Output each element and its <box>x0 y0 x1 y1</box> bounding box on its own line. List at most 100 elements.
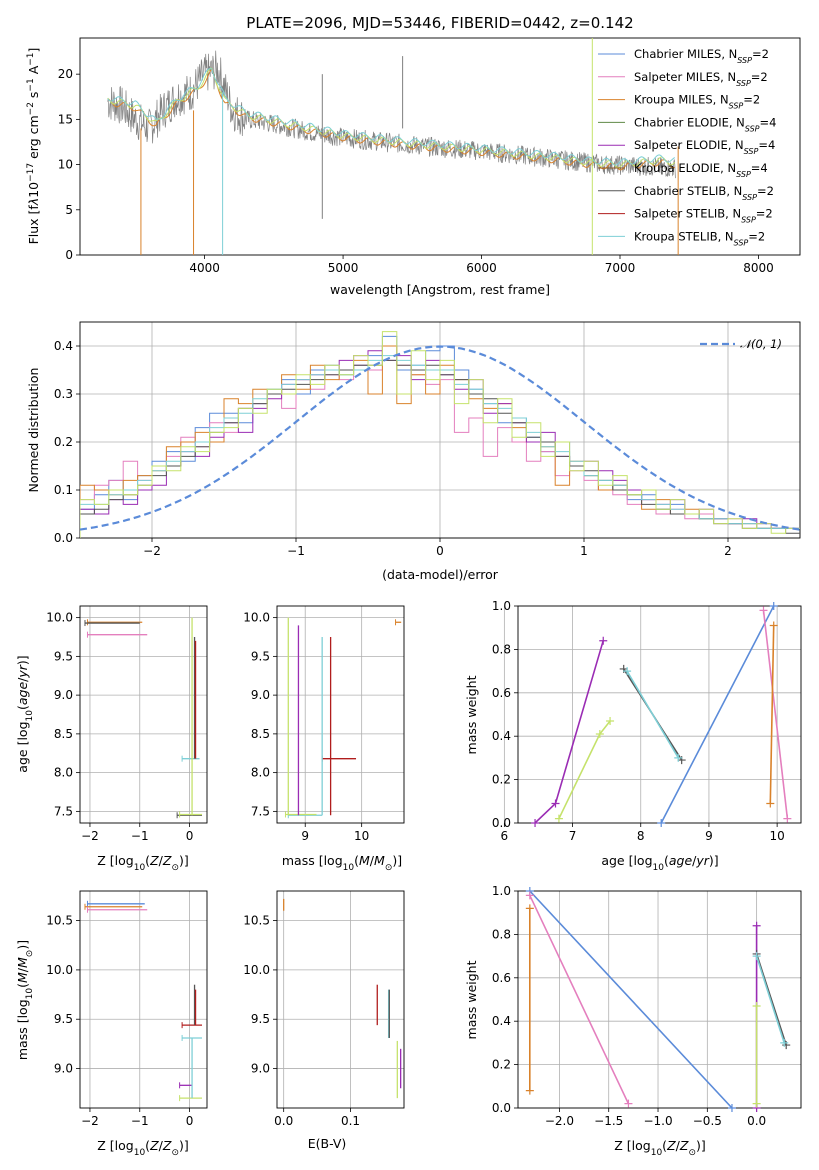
x-tick-label: −0.5 <box>693 1114 722 1128</box>
weight-line <box>529 894 630 1105</box>
legend-entry: Salpeter STELIB, NSSP=2 <box>634 207 773 225</box>
mass-vs-EBV-grid <box>277 891 404 1108</box>
weight-line <box>529 891 733 1108</box>
x-tick-label: −1.5 <box>594 1114 623 1128</box>
weight-marker <box>727 1104 736 1112</box>
mass-vs-EBV-plot-area <box>283 898 402 1099</box>
weight-line <box>660 606 775 823</box>
model-spectrum <box>107 67 676 169</box>
weight-marker <box>769 621 778 630</box>
residual-histogram-panel: Normed distribution (data-model)/error −… <box>26 321 801 582</box>
age-vs-Z-axes: −2 −1 0 7.5 8.0 8.5 9.0 9.5 10.0 <box>46 605 208 843</box>
weight-marker <box>769 602 778 610</box>
x-tick-label: 7000 <box>605 261 636 275</box>
weight-marker <box>606 717 615 726</box>
x-tick-label: 0.0 <box>747 1114 766 1128</box>
x-tick-label: 5000 <box>328 261 359 275</box>
x-tick-label: 0 <box>186 1114 194 1128</box>
age-vs-mass-plot-area <box>284 617 402 819</box>
x-tick-label: 9 <box>705 829 713 843</box>
y-tick-label: 9.0 <box>251 688 270 702</box>
y-tick-label: 1.0 <box>492 884 511 898</box>
histogram-series <box>80 331 800 538</box>
weight-vs-metallicity-panel: mass weight Z [log10(Z/Z⊙)] −2.0 −1.5 −1.0… <box>464 884 802 1158</box>
y-tick-label: 0.8 <box>492 927 511 941</box>
weight-marker <box>525 904 534 913</box>
x-tick-label: 7 <box>569 829 577 843</box>
mass-vs-reddening-panel: E(B-V) 0.0 0.1 9.0 9.5 10.0 10.5 <box>243 890 405 1151</box>
y-tick-label: 5 <box>65 203 73 217</box>
weight-marker <box>525 1086 534 1095</box>
weight-vs-Z-frame <box>517 890 802 1109</box>
y-tick-label: 0.3 <box>54 387 73 401</box>
weight-marker <box>780 1038 789 1047</box>
x-tick-label: 6000 <box>466 261 497 275</box>
y-tick-label: 0.2 <box>492 1058 511 1072</box>
histogram-xlabel: (data-model)/error <box>382 567 499 582</box>
spectrum-frame <box>79 37 801 256</box>
weight-marker <box>752 1099 761 1108</box>
y-tick-label: 20 <box>58 67 73 81</box>
x-tick-label: 4000 <box>189 261 220 275</box>
y-tick-label: 10.5 <box>46 914 73 928</box>
x-tick-label: 8000 <box>743 261 774 275</box>
y-tick-label: 9.5 <box>251 649 270 663</box>
y-tick-label: 1.0 <box>492 599 511 613</box>
legend-entry: Salpeter ELODIE, NSSP=4 <box>634 138 775 156</box>
spectrum-xlabel: wavelength [Angstrom, rest frame] <box>330 282 550 297</box>
y-tick-label: 7.5 <box>251 804 270 818</box>
y-tick-label: 0.8 <box>492 642 511 656</box>
y-tick-label: 0.2 <box>54 435 73 449</box>
x-tick-label: 8 <box>637 829 645 843</box>
weight-marker <box>657 819 666 827</box>
residuals-frame <box>79 321 801 539</box>
spectrum-legend: Chabrier MILES, NSSP=2 Salpeter MILES, NS… <box>598 47 776 247</box>
x-tick-label: 0.0 <box>274 1114 293 1128</box>
x-tick-label: 10 <box>354 829 369 843</box>
weight-marker <box>623 667 632 676</box>
y-tick-label: 15 <box>58 112 73 126</box>
legend-entry: Chabrier STELIB, NSSP=2 <box>634 184 774 202</box>
y-tick-label: 9.0 <box>251 1062 270 1076</box>
y-tick-label: 8.0 <box>251 766 270 780</box>
weight-marker <box>783 814 792 823</box>
x-tick-label: −1 <box>131 829 149 843</box>
legend-entry: Chabrier MILES, NSSP=2 <box>634 47 769 65</box>
y-tick-label: 10 <box>58 158 73 172</box>
weight-marker <box>551 799 560 808</box>
y-tick-label: 0.0 <box>54 531 73 545</box>
y-tick-label: 7.5 <box>54 804 73 818</box>
weight-vs-age-panel: mass weight age [log10(age/yr)] 6 7 8 9 100.… <box>464 599 802 873</box>
x-tick-label: 1 <box>580 544 588 558</box>
age-vs-mass-axes: 9 10 7.5 8.0 8.5 9.0 9.5 10.0 <box>243 605 405 843</box>
weight-marker <box>752 952 761 961</box>
weight-marker <box>595 730 604 739</box>
mass-EBV-xlabel: E(B-V) <box>308 1136 347 1151</box>
y-tick-label: 9.0 <box>54 1062 73 1076</box>
mass-vs-Z-plot-area <box>84 900 203 1102</box>
legend-entry: Kroupa ELODIE, NSSP=4 <box>634 161 768 179</box>
histogram-ylabel: Normed distribution <box>26 368 41 493</box>
legend-entry: Chabrier ELODIE, NSSP=4 <box>634 115 776 132</box>
weight-vs-Z-series <box>529 891 787 1108</box>
y-tick-label: 0.0 <box>492 816 511 830</box>
x-tick-label: −1 <box>131 1114 149 1128</box>
legend-entry: 𝒩(0, 1) <box>740 337 782 351</box>
y-tick-label: 9.5 <box>251 1012 270 1026</box>
spectrum-panel: Flux [fλ10−17 erg cm−2 s−1 A−1] waveleng… <box>26 37 801 297</box>
weight-vs-Z-axes: −2.0 −1.5 −1.0 −0.5 0.0 0.0 0.2 0.4 0.6 0.8 1.0 <box>492 884 802 1128</box>
x-tick-label: −2 <box>81 829 99 843</box>
y-tick-label: 0 <box>65 248 73 262</box>
mass-vs-Z-frame <box>79 890 208 1109</box>
figure-title: PLATE=2096, MJD=53446, FIBERID=0442, z=0… <box>246 14 633 32</box>
x-tick-label: −2.0 <box>545 1114 574 1128</box>
y-tick-label: 0.2 <box>492 773 511 787</box>
y-tick-label: 10.0 <box>243 611 270 625</box>
weight-marker <box>624 1099 633 1108</box>
age-vs-mass-panel: mass [log10(M/M⊙)] 9 107.58.08.59.09.510.… <box>243 605 405 873</box>
weight-line <box>626 670 679 759</box>
y-tick-label: 9.5 <box>54 649 73 663</box>
weight-marker <box>752 921 761 930</box>
x-tick-label: 2 <box>724 544 732 558</box>
x-tick-label: 9 <box>301 829 309 843</box>
